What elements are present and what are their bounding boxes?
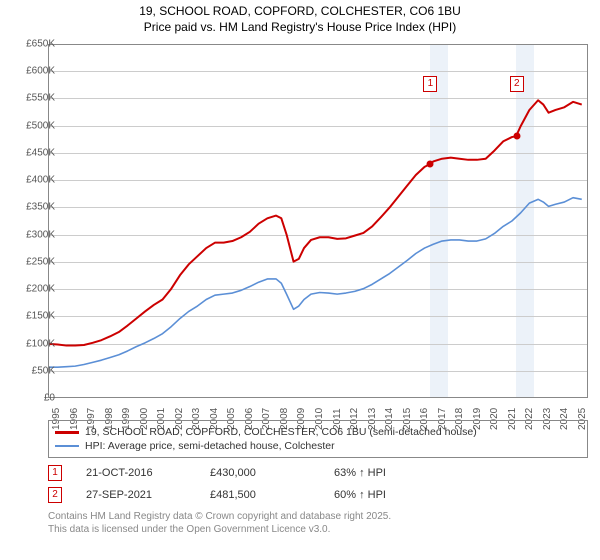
y-tick-label: £450K bbox=[15, 147, 55, 158]
y-tick-label: £400K bbox=[15, 175, 55, 186]
annotation-delta: 63% ↑ HPI bbox=[334, 467, 434, 479]
y-tick-label: £50K bbox=[15, 365, 55, 376]
y-tick-label: £350K bbox=[15, 202, 55, 213]
line-chart-svg bbox=[49, 45, 587, 397]
sale-dot bbox=[427, 160, 434, 167]
title-line-2: Price paid vs. HM Land Registry's House … bbox=[0, 20, 600, 36]
y-tick-label: £600K bbox=[15, 66, 55, 77]
y-tick-label: £0 bbox=[15, 393, 55, 404]
y-tick-label: £250K bbox=[15, 256, 55, 267]
y-tick-label: £650K bbox=[15, 39, 55, 50]
plot-area bbox=[48, 44, 588, 398]
footer-line-1: Contains HM Land Registry data © Crown c… bbox=[48, 510, 391, 523]
legend-swatch bbox=[55, 431, 79, 434]
chart-container: 19, SCHOOL ROAD, COPFORD, COLCHESTER, CO… bbox=[0, 0, 600, 560]
legend-label: HPI: Average price, semi-detached house,… bbox=[85, 440, 335, 452]
chart-marker-box: 1 bbox=[423, 76, 437, 92]
legend-label: 19, SCHOOL ROAD, COPFORD, COLCHESTER, CO… bbox=[85, 426, 477, 438]
legend-swatch bbox=[55, 445, 79, 447]
annotations-table: 1 21-OCT-2016 £430,000 63% ↑ HPI 2 27-SE… bbox=[48, 462, 588, 506]
y-tick-label: £500K bbox=[15, 120, 55, 131]
y-tick-label: £300K bbox=[15, 229, 55, 240]
chart-marker-box: 2 bbox=[510, 76, 524, 92]
annotation-date: 21-OCT-2016 bbox=[86, 467, 186, 479]
annotation-row: 1 21-OCT-2016 £430,000 63% ↑ HPI bbox=[48, 462, 588, 484]
y-tick-label: £150K bbox=[15, 311, 55, 322]
legend: 19, SCHOOL ROAD, COPFORD, COLCHESTER, CO… bbox=[48, 420, 588, 458]
sale-dot bbox=[513, 132, 520, 139]
annotation-marker: 2 bbox=[48, 487, 62, 503]
annotation-price: £481,500 bbox=[210, 489, 310, 501]
annotation-marker: 1 bbox=[48, 465, 62, 481]
annotation-delta: 60% ↑ HPI bbox=[334, 489, 434, 501]
y-tick-label: £200K bbox=[15, 284, 55, 295]
y-tick-label: £550K bbox=[15, 93, 55, 104]
annotation-row: 2 27-SEP-2021 £481,500 60% ↑ HPI bbox=[48, 484, 588, 506]
legend-item-hpi: HPI: Average price, semi-detached house,… bbox=[55, 439, 581, 453]
title-line-1: 19, SCHOOL ROAD, COPFORD, COLCHESTER, CO… bbox=[0, 4, 600, 20]
legend-item-price-paid: 19, SCHOOL ROAD, COPFORD, COLCHESTER, CO… bbox=[55, 425, 581, 439]
title-block: 19, SCHOOL ROAD, COPFORD, COLCHESTER, CO… bbox=[0, 0, 600, 37]
annotation-date: 27-SEP-2021 bbox=[86, 489, 186, 501]
footer-line-2: This data is licensed under the Open Gov… bbox=[48, 523, 391, 536]
footer: Contains HM Land Registry data © Crown c… bbox=[48, 510, 391, 536]
annotation-price: £430,000 bbox=[210, 467, 310, 479]
y-tick-label: £100K bbox=[15, 338, 55, 349]
